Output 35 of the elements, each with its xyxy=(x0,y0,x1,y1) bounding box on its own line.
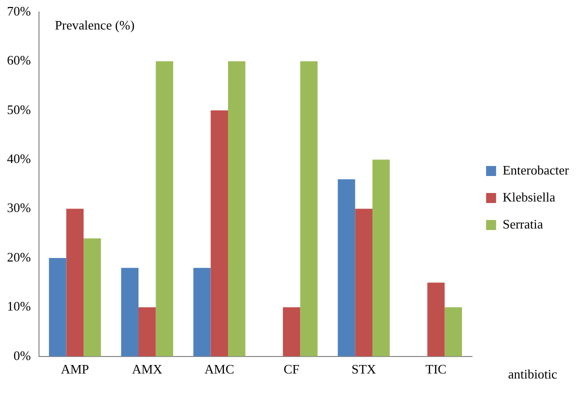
y-tick-label: 30% xyxy=(6,200,31,216)
bar xyxy=(84,238,101,356)
bar xyxy=(48,258,66,356)
x-tick-label: STX xyxy=(352,362,377,377)
bar xyxy=(338,179,356,356)
y-tick-label: 60% xyxy=(6,52,31,68)
bar xyxy=(372,160,390,356)
x-tick-label: CF xyxy=(284,362,300,377)
y-tick-label: 20% xyxy=(6,249,31,264)
x-tick-label: TIC xyxy=(426,362,446,377)
bar xyxy=(427,282,445,356)
y-tick-label: 0% xyxy=(13,348,31,363)
y-axis-title: Prevalence (%) xyxy=(54,17,135,32)
bar xyxy=(193,268,211,356)
legend-label: Klebsiella xyxy=(502,189,556,204)
x-tick-label: AMC xyxy=(204,362,234,377)
bar xyxy=(228,61,246,356)
bar xyxy=(444,307,462,356)
bar xyxy=(66,208,84,356)
bar xyxy=(282,307,300,356)
bar xyxy=(138,307,156,356)
x-tick-label: AMX xyxy=(132,362,163,377)
y-tick-label: 10% xyxy=(6,298,31,314)
bar xyxy=(121,268,138,356)
bar xyxy=(355,208,372,356)
legend-label: Serratia xyxy=(502,216,544,232)
y-tick-label: 70% xyxy=(6,3,31,18)
y-tick-label: 50% xyxy=(6,102,31,117)
x-tick-label: AMP xyxy=(60,362,90,377)
legend-label: Enterobacter xyxy=(502,162,570,178)
bar xyxy=(300,61,318,356)
bar xyxy=(210,110,228,356)
x-axis-title: antibiotic xyxy=(508,366,558,382)
y-tick-label: 40% xyxy=(6,151,31,166)
bar xyxy=(156,61,174,356)
